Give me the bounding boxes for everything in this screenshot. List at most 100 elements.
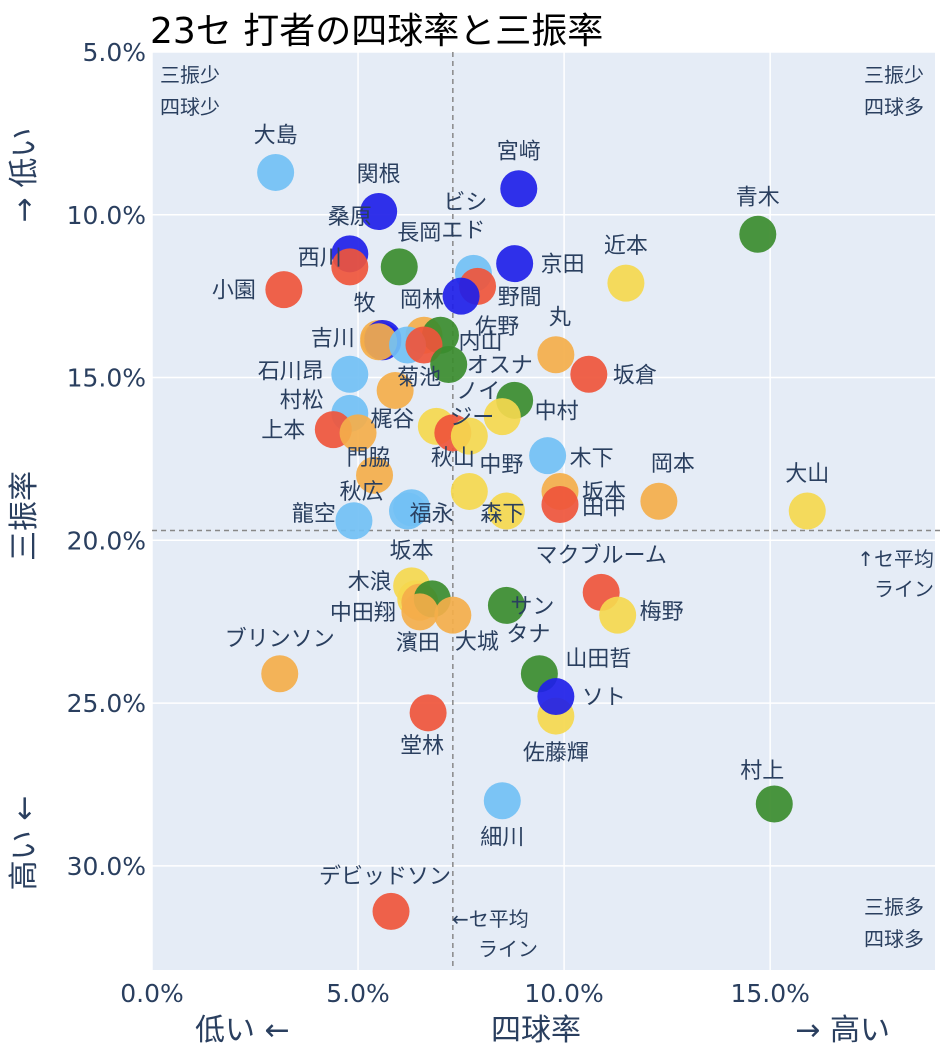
point-label: 宮﨑 xyxy=(497,140,541,165)
point-label: 秋山 xyxy=(431,446,475,471)
data-point xyxy=(739,215,777,253)
point-label: 龍空 xyxy=(292,502,336,527)
data-point xyxy=(409,694,447,732)
point-label: 内山 xyxy=(458,330,502,355)
point-label: 堂林 xyxy=(400,734,444,759)
corner-label: 四球多 xyxy=(864,927,924,951)
point-label: 坂倉 xyxy=(613,363,657,388)
point-label: 京田 xyxy=(541,253,585,278)
data-points xyxy=(257,153,826,930)
data-point xyxy=(360,323,398,361)
point-label: 木下 xyxy=(570,447,614,472)
data-point xyxy=(599,596,637,634)
point-label: ブリンソン xyxy=(225,627,335,652)
point-label: 村上 xyxy=(740,759,784,784)
data-point xyxy=(265,271,303,309)
data-point xyxy=(434,596,472,634)
point-label: 牧 xyxy=(354,291,376,316)
data-point xyxy=(788,492,826,530)
point-label: 関根 xyxy=(357,163,401,188)
data-point xyxy=(496,245,534,283)
y-axis-title: 三振率 xyxy=(7,471,42,561)
point-label: 佐野 xyxy=(475,315,519,340)
data-point xyxy=(442,277,480,315)
corner-label: 三振少 xyxy=(864,63,924,87)
y-axis-low-label: → 低い xyxy=(7,128,42,223)
data-point xyxy=(500,170,538,208)
point-label: ソト xyxy=(582,686,626,711)
y-tick-label: 20.0% xyxy=(67,526,146,555)
point-label: 上本 xyxy=(261,419,305,444)
data-point xyxy=(755,785,793,823)
point-label: 近本 xyxy=(604,234,648,259)
data-point xyxy=(372,892,410,930)
point-labels: 大島関根宮﨑青木桑原西川長岡ビシエド京田近本野間小園佐野岡林牧内山丸吉川オスナ坂… xyxy=(212,123,829,889)
x-tick-label: 10.0% xyxy=(524,979,603,1008)
point-label: 田中 xyxy=(582,495,626,520)
point-label: タナ xyxy=(506,622,550,647)
point-label: 菊池 xyxy=(397,366,441,391)
x-tick-label: 5.0% xyxy=(326,979,390,1008)
point-label: サン xyxy=(510,594,554,619)
avg-bb-annotation: ライン xyxy=(478,937,538,961)
data-point xyxy=(450,417,488,455)
point-label: オスナ xyxy=(467,354,533,379)
avg-bb-annotation: ←セ平均 xyxy=(452,907,529,931)
data-point xyxy=(335,502,373,540)
point-label: 佐藤輝 xyxy=(523,741,589,766)
point-label: 中野 xyxy=(479,453,523,478)
data-point xyxy=(261,655,299,693)
point-label: デビッドソン xyxy=(319,864,451,889)
data-point xyxy=(483,398,521,436)
point-label: 秋広 xyxy=(339,480,383,505)
point-label: 村松 xyxy=(280,388,324,413)
point-label: 門脇 xyxy=(347,446,391,471)
data-point xyxy=(450,472,488,510)
y-tick-label: 25.0% xyxy=(67,689,146,718)
data-point xyxy=(376,372,414,410)
y-tick-label: 30.0% xyxy=(67,852,146,881)
average-lines xyxy=(152,52,941,970)
point-label: 岡林 xyxy=(400,288,444,313)
point-label: 福永 xyxy=(410,502,454,527)
point-label: 吉川 xyxy=(311,327,355,352)
point-label: ビシ xyxy=(443,190,487,215)
data-point xyxy=(331,248,369,286)
avg-so-annotation: ライン xyxy=(874,577,934,601)
y-axis-high-label: 高い ← xyxy=(7,796,42,891)
point-label: 坂本 xyxy=(390,539,434,564)
point-label: マクブルーム xyxy=(536,543,667,568)
data-point xyxy=(257,153,295,191)
point-label: 桑原 xyxy=(328,205,372,230)
point-label: 濱田 xyxy=(396,631,440,656)
point-label: ジー xyxy=(450,406,494,431)
point-label: 中田翔 xyxy=(330,601,396,626)
x-axis-title: 四球率 xyxy=(491,1013,581,1048)
data-point xyxy=(607,264,645,302)
x-axis-high-label: → 高い xyxy=(795,1013,890,1048)
point-label: 坂本 xyxy=(582,480,626,505)
data-point xyxy=(339,414,377,452)
data-point xyxy=(541,485,579,523)
point-label: 西川 xyxy=(298,246,342,271)
point-label: 野間 xyxy=(498,285,542,310)
corner-label: 三振多 xyxy=(864,895,924,919)
axis-ticks: 0.0% 5.0% 10.0% 15.0% 5.0% 10.0% 15.0% 20.0% 25.… xyxy=(67,38,810,1008)
corner-label: 四球多 xyxy=(864,95,924,119)
y-tick-label: 5.0% xyxy=(82,38,146,67)
corner-label: 四球少 xyxy=(160,95,220,119)
point-label: 木浪 xyxy=(348,570,392,595)
data-point xyxy=(380,248,418,286)
point-label: 岡本 xyxy=(651,452,695,477)
point-label: 中村 xyxy=(535,399,579,424)
data-point xyxy=(360,193,398,231)
data-point xyxy=(405,326,443,364)
point-label: 大島 xyxy=(254,123,298,148)
point-label: 細川 xyxy=(480,826,524,851)
point-label: 梅野 xyxy=(640,600,684,625)
point-label: 丸 xyxy=(549,306,571,331)
point-label: 長岡 xyxy=(397,221,441,246)
data-point xyxy=(529,437,567,475)
data-point xyxy=(393,489,431,527)
